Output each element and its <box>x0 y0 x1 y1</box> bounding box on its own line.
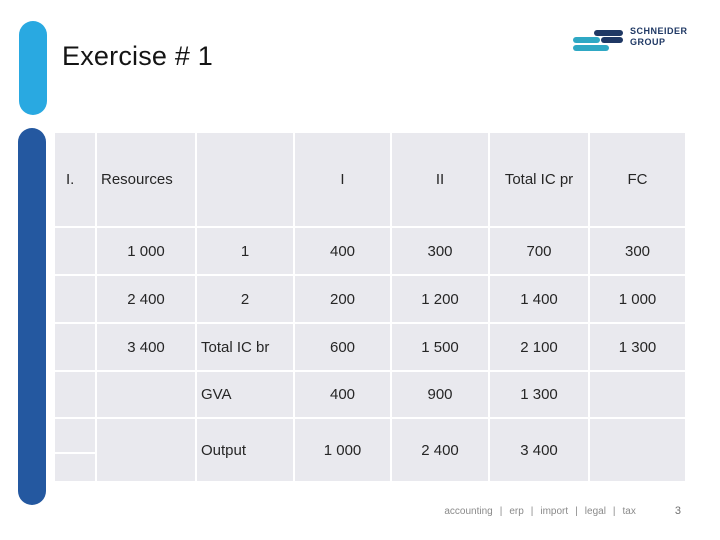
footer: accounting | erp | import | legal | tax … <box>444 505 681 517</box>
table-cell-r4c6 <box>590 372 685 417</box>
table-cell-r1c5: 700 <box>490 228 588 274</box>
table-cell-r5c0 <box>55 419 95 481</box>
footer-separator: | <box>575 506 578 517</box>
table-cell-r3c4: 1 500 <box>392 324 488 370</box>
table-cell-r2c0 <box>55 276 95 322</box>
logo-bar-icon <box>594 30 623 36</box>
table-cell-r0c4: II <box>392 133 488 226</box>
table-cell-r3c3: 600 <box>295 324 390 370</box>
table-cell-r1c4: 300 <box>392 228 488 274</box>
table-cell-r2c3: 200 <box>295 276 390 322</box>
table-cell-r2c5: 1 400 <box>490 276 588 322</box>
table-cell-r4c1 <box>97 372 195 417</box>
footer-link-tax: tax <box>622 506 636 517</box>
footer-link-import: import <box>540 506 569 517</box>
footer-link-legal: legal <box>584 506 606 517</box>
table-cell-r1c6: 300 <box>590 228 685 274</box>
table-cell-r0c3: I <box>295 133 390 226</box>
footer-separator: | <box>530 506 534 517</box>
table-cell-r2c4: 1 200 <box>392 276 488 322</box>
table-cell-r1c0 <box>55 228 95 274</box>
title-accent-bar <box>19 21 47 115</box>
table-cell-r4c5: 1 300 <box>490 372 588 417</box>
logo-text-line2: GROUP <box>630 37 666 47</box>
table-cell-r4c3: 400 <box>295 372 390 417</box>
footer-link-erp: erp <box>509 506 524 517</box>
table-cell-r0c0: I. <box>55 133 95 226</box>
table-cell-r5c1 <box>97 419 195 481</box>
table-cell-r5c2: Output <box>197 419 293 481</box>
table-cell-r3c2: Total IC br <box>197 324 293 370</box>
table-cell-r1c1: 1 000 <box>97 228 195 274</box>
table-cell-r4c2: GVA <box>197 372 293 417</box>
table-cell-r4c0 <box>55 372 95 417</box>
table-cell-r1c3: 400 <box>295 228 390 274</box>
table-cell-r0c5: Total IC pr <box>490 133 588 226</box>
table-cell-r5c5: 3 400 <box>490 419 588 481</box>
logo-text-line1: SCHNEIDER <box>630 26 688 36</box>
table-cell-r4c4: 900 <box>392 372 488 417</box>
logo-bar-icon <box>601 37 623 43</box>
table-cell-r5c6 <box>590 419 685 481</box>
table-cell-r3c6: 1 300 <box>590 324 685 370</box>
page-number: 3 <box>674 505 681 517</box>
table-cell-r2c2: 2 <box>197 276 293 322</box>
table-cell-r3c1: 3 400 <box>97 324 195 370</box>
table-cell-r3c0 <box>55 324 95 370</box>
logo-bar-icon <box>573 37 600 43</box>
table-cell-r0c6: FC <box>590 133 685 226</box>
footer-link-accounting: accounting <box>444 506 493 517</box>
slide-title: Exercise # 1 <box>62 41 213 71</box>
table-cell-r0c2 <box>197 133 293 226</box>
table-cell-r3c5: 2 100 <box>490 324 588 370</box>
content-accent-bar <box>18 128 46 505</box>
logo-bar-icon <box>573 45 609 51</box>
table-cell-r2c1: 2 400 <box>97 276 195 322</box>
table-cell-r2c6: 1 000 <box>590 276 685 322</box>
schneider-group-logo-icon <box>573 29 624 52</box>
footer-separator: | <box>499 506 503 517</box>
table-cell-r5c4: 2 400 <box>392 419 488 481</box>
table-cell-r0c1: Resources <box>97 133 195 226</box>
resources-table: I. Resources I II Total IC pr FC 1 000 1 400 300 7… <box>55 133 685 481</box>
footer-separator: | <box>612 506 616 517</box>
table-cell-r5c3: 1 000 <box>295 419 390 481</box>
table-cell-r1c2: 1 <box>197 228 293 274</box>
logo-wordmark: SCHNEIDER GROUP <box>630 26 688 48</box>
